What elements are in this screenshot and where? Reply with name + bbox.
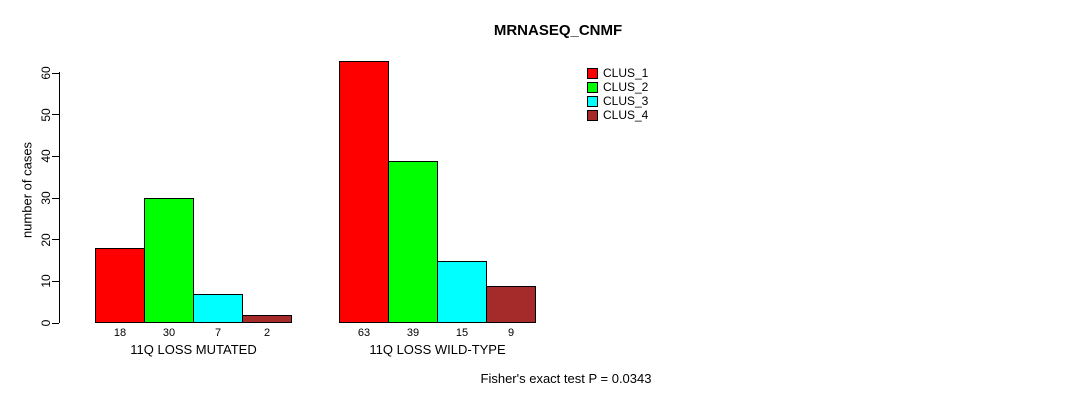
bar-value-label: 2 [263, 327, 271, 339]
category-label: 11Q LOSS WILD-TYPE [369, 342, 506, 357]
y-axis-tick-label: 20 [39, 232, 53, 247]
bar-clus_4-2 [486, 285, 536, 323]
bar-value-label: 39 [406, 327, 420, 339]
bar-clus_4-1 [242, 314, 292, 323]
legend-label: CLUS_3 [603, 94, 649, 108]
bar-clus_2-1 [144, 198, 194, 323]
legend-swatch-icon [587, 109, 598, 121]
category-label: 11Q LOSS MUTATED [130, 342, 257, 357]
bar-value-label: 63 [357, 327, 371, 339]
fisher-test-note: Fisher's exact test P = 0.0343 [480, 371, 652, 386]
y-axis-label: number of cases [19, 141, 35, 239]
bar-clus_3-1 [193, 293, 243, 323]
legend-label: CLUS_2 [603, 80, 649, 94]
y-axis-tick-label: 30 [39, 191, 53, 205]
legend-swatch-icon [587, 95, 598, 107]
y-axis-tick-label: 60 [39, 66, 53, 80]
legend: CLUS_1 CLUS_2 CLUS_3 CLUS_4 [587, 66, 648, 122]
bar-clus_2-2 [388, 160, 438, 323]
y-axis-tick-label: 0 [39, 319, 53, 327]
y-axis-tick [52, 322, 59, 324]
chart-title: MRNASEQ_CNMF [493, 22, 623, 39]
y-axis-tick-label: 40 [39, 149, 53, 164]
y-axis-line [59, 72, 60, 323]
y-axis-tick [52, 280, 59, 282]
legend-item-clus_4: CLUS_4 [587, 108, 648, 122]
legend-swatch-icon [587, 67, 598, 79]
y-axis-tick [52, 155, 59, 157]
bar-value-label: 9 [507, 327, 515, 339]
bar-clus_3-2 [437, 260, 487, 323]
y-axis-tick [52, 72, 59, 74]
bar-value-label: 30 [162, 327, 176, 339]
y-axis-tick-label: 10 [39, 274, 53, 289]
legend-label: CLUS_4 [603, 108, 649, 122]
legend-swatch-icon [587, 81, 598, 93]
bar-value-label: 7 [214, 327, 222, 339]
y-axis-tick [52, 114, 59, 116]
legend-item-clus_3: CLUS_3 [587, 94, 648, 108]
y-axis-tick [52, 197, 59, 199]
bar-clus_1-2 [339, 60, 389, 323]
legend-label: CLUS_1 [603, 66, 649, 80]
bar-clus_1-1 [95, 248, 145, 323]
bar-value-label: 18 [113, 327, 127, 339]
bar-value-label: 15 [455, 327, 469, 339]
legend-item-clus_1: CLUS_1 [587, 66, 648, 80]
legend-item-clus_2: CLUS_2 [587, 80, 648, 94]
y-axis-tick-label: 50 [39, 107, 53, 122]
y-axis-tick [52, 239, 59, 241]
